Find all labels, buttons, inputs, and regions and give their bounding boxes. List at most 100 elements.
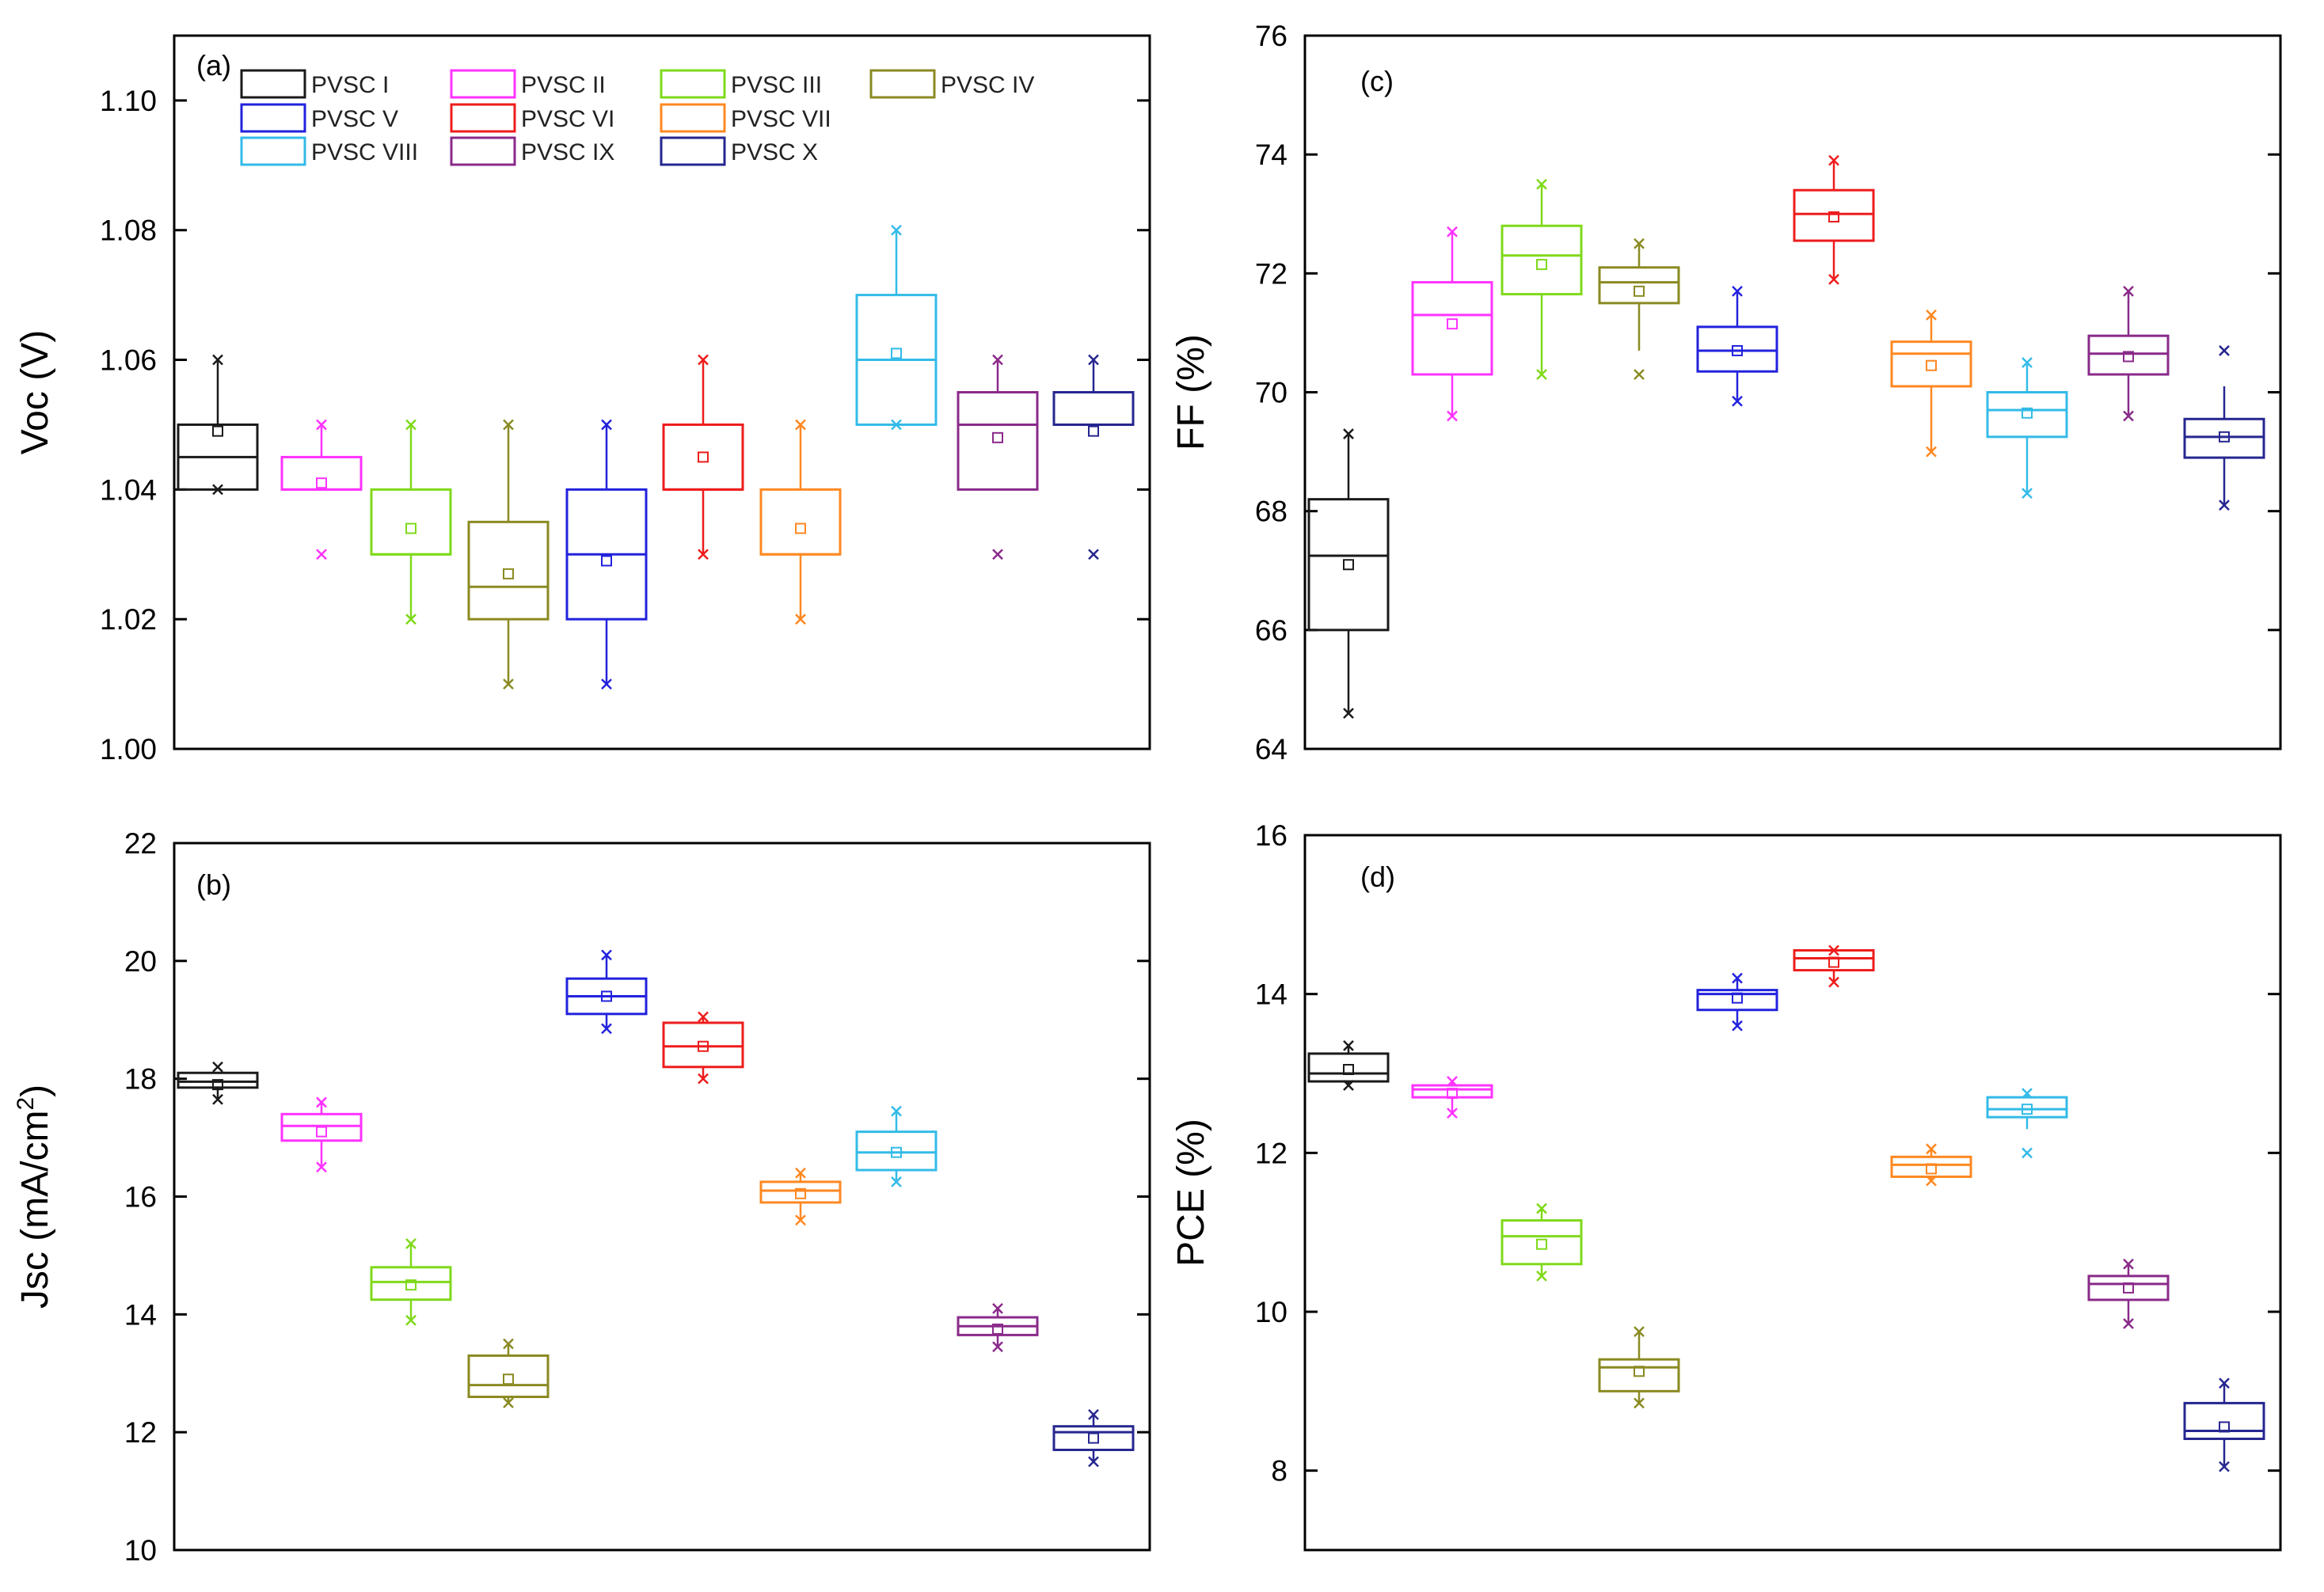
max-marker [405,1238,416,1249]
max-marker [1088,354,1099,366]
box-b-2 [280,1096,363,1173]
panel-label: (a) [196,49,231,82]
min-marker [1732,395,1743,407]
mean-marker [795,1187,806,1199]
min-marker [2022,488,2033,500]
iqr-box [280,1112,363,1142]
mean-marker [795,522,806,534]
mean-marker [1447,318,1458,330]
min-marker [795,1214,806,1226]
mean-marker [2123,351,2134,363]
max-marker [891,224,902,236]
legend-swatch [660,103,726,133]
max-marker [1536,178,1547,190]
legend-swatch [450,103,516,133]
mean-marker [316,1126,327,1138]
y-tick-label: 12 [1255,1137,1288,1169]
iqr-box [957,391,1039,491]
max-marker [2022,357,2033,368]
min-marker [2219,1461,2230,1472]
mean-marker [1447,1088,1458,1100]
min-marker [1634,1397,1645,1409]
box-d-4 [1598,1326,1680,1409]
legend-swatch [240,69,306,99]
mean-marker [1926,1163,1937,1175]
y-tick-label: 1.08 [100,215,157,247]
min-marker [1926,446,1937,458]
iqr-box [467,520,550,621]
min-marker [1447,1108,1458,1119]
box-c-7 [1890,310,1972,458]
max-marker [1732,972,1743,984]
iqr-box [2183,1401,2265,1441]
legend-item-4: PVSC IV [869,69,1034,99]
min-marker [1343,1080,1354,1091]
y-tick-label: 18 [124,1063,157,1096]
min-marker [503,1397,514,1408]
max-marker [992,354,1003,366]
iqr-box [1986,1096,2068,1119]
box-c-2 [1411,226,1493,422]
chart-panel-d: 8 10 12 14 16 PCE (%) (d) [1170,819,2282,1552]
min-marker [2123,1318,2134,1329]
max-marker [316,1096,327,1108]
max-marker [698,354,709,366]
legend-label: PVSC V [311,106,398,132]
box-a-5 [565,419,648,690]
chart-panel-c: 64 66 68 70 72 74 76 FF (%) (c) [1170,20,2282,766]
y-axis-label: FF (%) [1170,334,1212,450]
y-tick-label: 66 [1255,614,1288,647]
max-marker [503,1338,514,1350]
mean-marker [503,568,514,579]
iqr-box [1696,989,1778,1012]
max-marker [316,419,327,431]
box-b-5 [565,949,648,1035]
chart-panel-a: 1.00 1.02 1.04 1.06 1.08 1.10 Voc (V) (a) [14,34,1151,766]
legend-swatch [660,136,726,166]
legend-item-2: PVSC II [450,69,606,99]
mean-marker [2022,407,2033,419]
box-b-9 [957,1303,1039,1353]
box-d-9 [2087,1258,2170,1329]
max-marker [1828,154,1839,166]
min-marker [1828,273,1839,285]
y-tick-label: 74 [1255,139,1288,171]
mean-marker [1536,1238,1547,1250]
iqr-box [1501,1219,1583,1266]
box-a-7 [759,419,842,625]
min-marker [316,1161,327,1173]
y-axis-label-superscript: 2 [13,1097,39,1111]
min-marker [891,419,902,431]
plot-frame [1303,834,2282,1552]
mean-marker [1634,1366,1645,1377]
min-marker [698,549,709,560]
y-axis-label: PCE (%) [1170,1119,1212,1267]
mean-marker [212,425,223,437]
y-axis-label: Voc (V) [14,330,56,454]
max-marker [212,1061,223,1073]
iqr-box [1598,1358,1680,1393]
min-marker [992,549,1003,560]
box-b-10 [1052,1408,1135,1468]
iqr-box [855,1130,938,1172]
box-c-1 [1307,428,1390,719]
min-marker [601,1023,612,1035]
y-tick-label: 16 [124,1181,157,1214]
iqr-box [1052,1425,1135,1451]
min-marker [1634,369,1645,380]
min-marker [503,678,514,690]
box-d-7 [1890,1143,1972,1187]
max-marker [1634,237,1645,249]
box-c-5 [1696,285,1778,407]
min-marker [1536,1270,1547,1282]
legend-swatch [869,69,936,99]
legend-label: PVSC VI [521,106,614,132]
mean-marker [1088,425,1099,437]
min-marker [1732,1020,1743,1032]
min-marker [795,614,806,625]
box-d-8 [1986,1088,2068,1159]
iqr-box [1307,498,1390,632]
max-marker [405,419,416,431]
y-tick-label: 14 [124,1298,157,1331]
